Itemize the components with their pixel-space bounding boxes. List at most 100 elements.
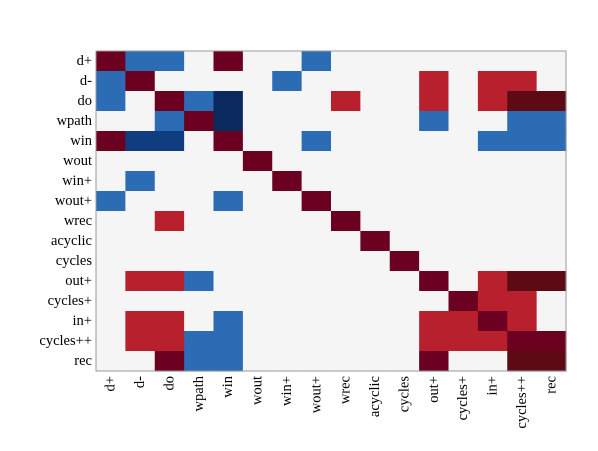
heatmap-cell-wpath-wpath	[184, 111, 215, 132]
heatmap-cell-wrec-acyclic	[360, 211, 391, 232]
heatmap-cell-d+-in+	[477, 51, 508, 72]
heatmap-cell-d+-do	[154, 51, 185, 72]
heatmap-cell-do-wout	[242, 91, 273, 112]
y-tick-label: cycles	[56, 253, 93, 269]
heatmap-cell-wout+-wpath	[184, 191, 215, 212]
heatmap-cell-do-d-	[125, 91, 156, 112]
heatmap-cell-wout+-do	[154, 191, 185, 212]
y-tick-label: acyclic	[51, 233, 92, 249]
heatmap-cell-acyclic-d+	[96, 231, 126, 252]
heatmap-cell-cycles++-wout	[242, 331, 273, 352]
heatmap-cell-in+-win	[213, 311, 244, 332]
heatmap-cell-do-out+	[419, 91, 450, 112]
heatmap-cell-wrec-do	[154, 211, 185, 232]
heatmap-cell-win-do	[154, 131, 185, 152]
y-tick-label: wout	[63, 153, 92, 169]
heatmap-cell-out+-wout+	[301, 271, 332, 292]
heatmap-cell-win-cycles++	[507, 131, 538, 152]
heatmap-cell-out+-d+	[96, 271, 126, 292]
heatmap-cell-cycles++-cycles+	[448, 331, 479, 352]
heatmap-cell-cycles+-win	[213, 291, 244, 312]
heatmap-cell-rec-do	[154, 351, 185, 372]
x-tick-label: win	[220, 375, 236, 398]
heatmap-cell-wout+-d-	[125, 191, 156, 212]
heatmap-cell-wpath-wout+	[301, 111, 332, 132]
heatmap-cell-win+-win+	[272, 171, 303, 192]
heatmap-cell-cycles+-d+	[96, 291, 126, 312]
heatmap-cell-rec-cycles+	[448, 351, 479, 372]
heatmap-cell-win-cycles+	[448, 131, 479, 152]
heatmap-cell-win+-rec	[536, 171, 567, 192]
heatmap-cell-cycles++-d-	[125, 331, 156, 352]
x-tick-label: wout	[250, 376, 266, 405]
heatmap-cell-win-wout+	[301, 131, 332, 152]
heatmap-cell-win+-cycles	[389, 171, 420, 192]
heatmap-cell-wout-wpath	[184, 151, 215, 172]
heatmap-cell-cycles-wout	[242, 251, 273, 272]
heatmap-cell-wpath-cycles	[389, 111, 420, 132]
heatmap-cell-out+-win	[213, 271, 244, 292]
heatmap-cell-wrec-win+	[272, 211, 303, 232]
heatmap-cell-wrec-cycles+	[448, 211, 479, 232]
heatmap-cell-do-d+	[96, 91, 126, 112]
heatmap-cell-wrec-win	[213, 211, 244, 232]
heatmap-cell-wout-cycles+	[448, 151, 479, 172]
heatmap-cell-cycles++-acyclic	[360, 331, 391, 352]
x-tick-label: wout+	[308, 376, 324, 413]
heatmap-cell-do-cycles++	[507, 91, 538, 112]
heatmap-cell-d+-d-	[125, 51, 156, 72]
heatmap-cell-rec-wout+	[301, 351, 332, 372]
y-tick-label: in+	[73, 313, 92, 329]
heatmap-cell-do-win+	[272, 91, 303, 112]
heatmap-cell-cycles-wrec	[331, 251, 361, 272]
heatmap-cell-do-rec	[536, 91, 567, 112]
heatmap-cell-acyclic-in+	[477, 231, 508, 252]
x-tick-labels: d+ d-do wpath win wout win+ wout+ wrec acyclic cy…	[103, 375, 560, 428]
heatmap-cell-wrec-wrec	[331, 211, 361, 232]
heatmap-cell-win+-cycles++	[507, 171, 538, 192]
heatmap-cell-wout+-out+	[419, 191, 450, 212]
heatmap-cell-out+-do	[154, 271, 185, 292]
heatmap-cell-cycles++-win	[213, 331, 244, 352]
heatmap-cell-acyclic-wout+	[301, 231, 332, 252]
heatmap-cell-win+-wout+	[301, 171, 332, 192]
plot-frame	[95, 50, 567, 372]
heatmap-cell-acyclic-cycles	[389, 231, 420, 252]
heatmap-cell-cycles+-cycles	[389, 291, 420, 312]
y-tick-label: wrec	[64, 213, 92, 229]
heatmap-cell-d+-cycles++	[507, 51, 538, 72]
heatmap-cell-rec-d+	[96, 351, 126, 372]
heatmap-cell-in+-do	[154, 311, 185, 332]
heatmap-cell-wout+-cycles+	[448, 191, 479, 212]
heatmap-cell-cycles-d-	[125, 251, 156, 272]
heatmap-cell-d--win	[213, 71, 244, 92]
heatmap-cell-win+-d-	[125, 171, 156, 192]
heatmap-cell-out+-wrec	[331, 271, 361, 292]
heatmap-cell-win-rec	[536, 131, 567, 152]
heatmap-cell-acyclic-out+	[419, 231, 450, 252]
heatmap-cell-do-wpath	[184, 91, 215, 112]
heatmap-cell-rec-in+	[477, 351, 508, 372]
heatmap-cell-d+-acyclic	[360, 51, 391, 72]
heatmap-cell-in+-wout+	[301, 311, 332, 332]
heatmap-cell-out+-cycles	[389, 271, 420, 292]
heatmap-cell-cycles++-win+	[272, 331, 303, 352]
x-tick-label: cycles+	[455, 376, 471, 420]
heatmap-cell-out+-wout	[242, 271, 273, 292]
heatmap-cell-in+-cycles++	[507, 311, 538, 332]
heatmap-cell-wout-cycles++	[507, 151, 538, 172]
heatmap-cell-win+-cycles+	[448, 171, 479, 192]
heatmap-cell-win+-wrec	[331, 171, 361, 192]
y-tick-label: out+	[65, 273, 92, 289]
heatmap-cell-wout-wout	[242, 151, 273, 172]
x-tick-label: d+	[103, 376, 119, 391]
heatmap-cell-cycles-wout+	[301, 251, 332, 272]
heatmap-cell-cycles-wpath	[184, 251, 215, 272]
heatmap-cell-cycles-win+	[272, 251, 303, 272]
heatmap-cell-rec-acyclic	[360, 351, 391, 372]
heatmap-cell-win-wrec	[331, 131, 361, 152]
heatmap-cell-do-cycles	[389, 91, 420, 112]
heatmap-cell-do-cycles+	[448, 91, 479, 112]
y-tick-label: d-	[80, 73, 92, 89]
